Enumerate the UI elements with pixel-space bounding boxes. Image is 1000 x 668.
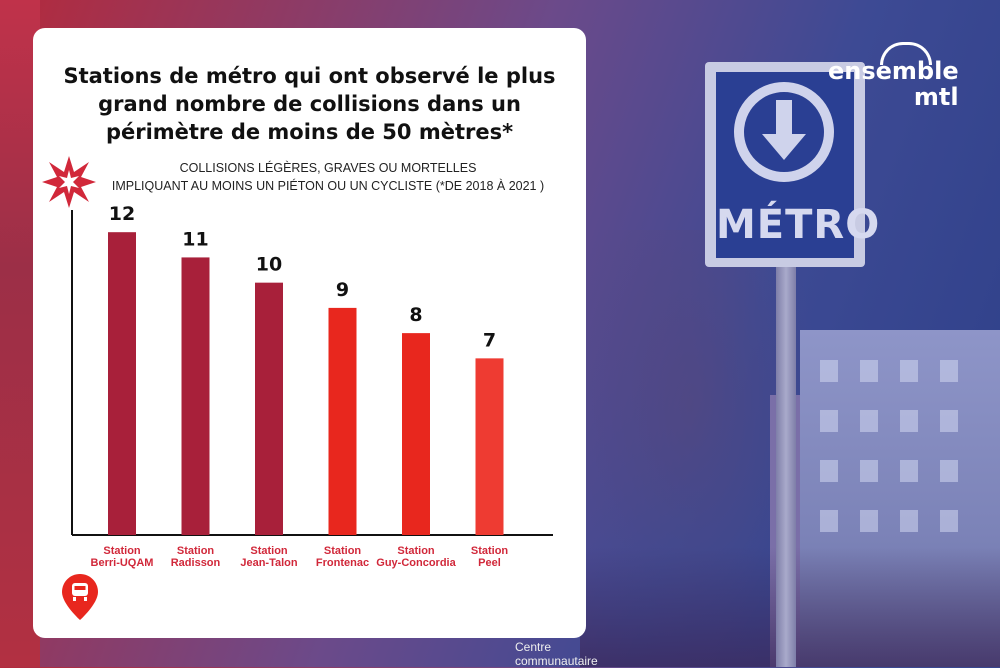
metro-location-pin-icon bbox=[62, 574, 98, 620]
bar bbox=[402, 333, 430, 535]
category-label: Jean-Talon bbox=[240, 557, 298, 569]
chart-title-line-2: grand nombre de collisions dans un bbox=[98, 92, 521, 116]
category-label: Station bbox=[324, 545, 362, 557]
metro-sign-label: MÉTRO bbox=[716, 202, 881, 248]
category-label: Station bbox=[471, 545, 509, 557]
category-label: Station bbox=[177, 545, 215, 557]
bar-value-label: 8 bbox=[409, 304, 422, 326]
metro-logo-circle bbox=[734, 82, 834, 182]
bar-value-label: 11 bbox=[182, 228, 208, 250]
bar bbox=[255, 282, 283, 535]
bar-chart: 12StationBerri-UQAM11StationRadisson10St… bbox=[71, 203, 553, 569]
centre-sign-line-1: Centre bbox=[515, 640, 552, 654]
logo-line-1: ensemble bbox=[828, 57, 959, 85]
starburst-icon bbox=[42, 156, 96, 208]
chart-subtitle: COLLISIONS LÉGÈRES, GRAVES OU MORTELLES … bbox=[93, 159, 563, 195]
chart-title-line-3: périmètre de moins de 50 mètres* bbox=[105, 120, 514, 144]
bar-value-label: 7 bbox=[483, 329, 496, 351]
category-label: Station bbox=[103, 545, 141, 557]
category-label: Station bbox=[397, 545, 435, 557]
category-label: Radisson bbox=[171, 557, 221, 569]
bar-value-label: 12 bbox=[109, 203, 135, 225]
metro-sign-pole bbox=[776, 265, 796, 667]
chart-card: Stations de métro qui ont observé le plu… bbox=[33, 28, 586, 638]
category-label: Berri-UQAM bbox=[91, 557, 154, 569]
bar bbox=[328, 307, 357, 535]
bar bbox=[475, 358, 504, 535]
chart-subtitle-line-1: COLLISIONS LÉGÈRES, GRAVES OU MORTELLES bbox=[179, 161, 477, 175]
chart-subtitle-line-2: IMPLIQUANT AU MOINS UN PIÉTON OU UN CYCL… bbox=[111, 179, 545, 193]
bar bbox=[108, 232, 136, 535]
category-label: Station bbox=[250, 545, 288, 557]
category-label: Guy-Concordia bbox=[376, 557, 456, 569]
bar-value-label: 10 bbox=[256, 254, 282, 276]
chart-title: Stations de métro qui ont observé le plu… bbox=[33, 62, 586, 146]
centre-sign-line-2: communautaire bbox=[515, 654, 598, 668]
bar-value-label: 9 bbox=[336, 279, 349, 301]
category-label: Peel bbox=[478, 557, 501, 569]
metro-arrow-head-icon bbox=[762, 134, 806, 160]
chart-title-line-1: Stations de métro qui ont observé le plu… bbox=[63, 64, 556, 88]
category-label: Frontenac bbox=[316, 557, 369, 569]
metro-arrow-icon bbox=[776, 100, 792, 138]
logo-line-2: mtl bbox=[913, 83, 959, 111]
brand-logo: ensemble mtl bbox=[828, 58, 959, 110]
bar bbox=[181, 257, 210, 535]
centre-sign: Centre communautaire bbox=[515, 640, 598, 668]
